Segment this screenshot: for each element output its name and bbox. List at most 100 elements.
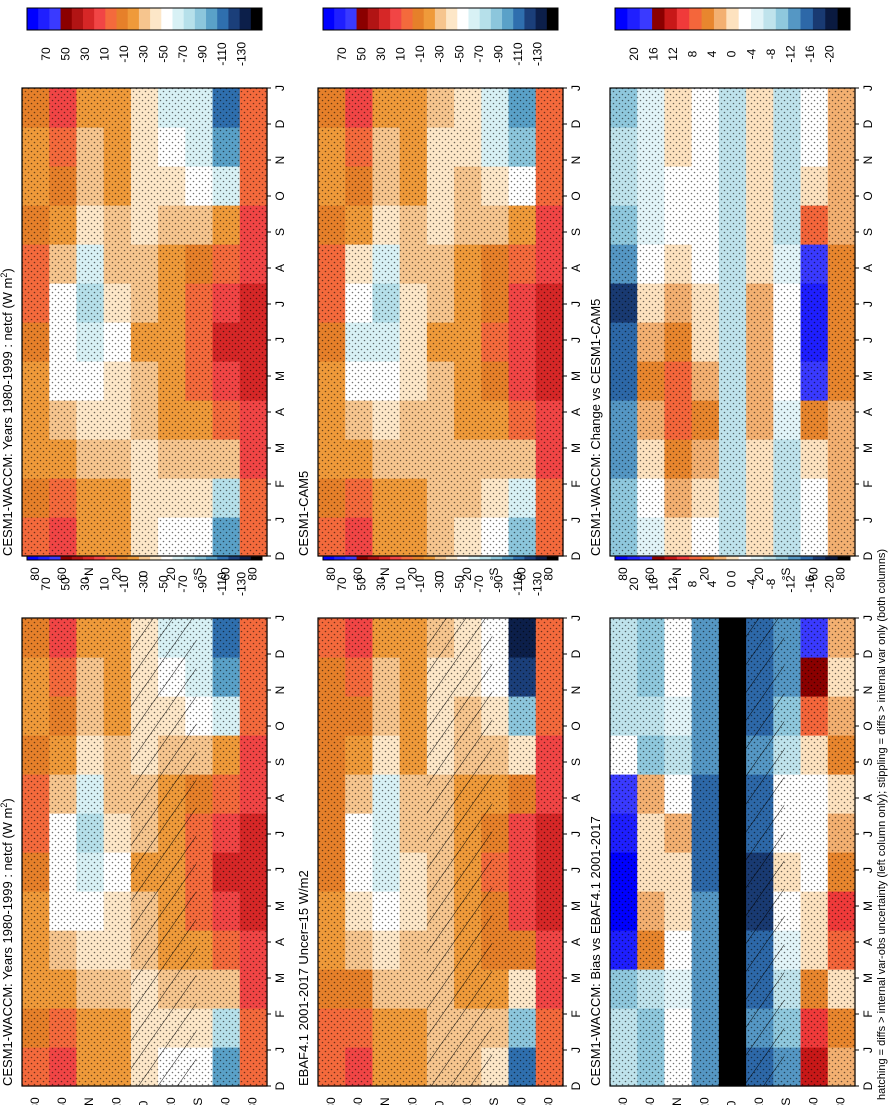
latitude-tick-label: 20 (109, 567, 123, 581)
colorbar-tick-label: -90 (195, 575, 209, 593)
month-tick-label: J (861, 85, 875, 91)
colorbar-tick-label: -30 (137, 575, 151, 593)
colorbar-swatch (490, 8, 503, 30)
colorbar-swatch (217, 8, 229, 30)
latitude-ticks: 80 60 °N 20 0 20 °S 60 80 (616, 1097, 848, 1105)
colorbar-tick-label: 12 (666, 577, 680, 591)
colorbar-tick-label: -10 (117, 45, 131, 63)
panel-title: CESM1-WACCM: Years 1980-1999 : netcf (W … (0, 798, 15, 1086)
latitude-tick-label: 20 (460, 567, 474, 581)
colorbar-swatch (627, 8, 641, 30)
month-tick-label: A (569, 264, 583, 272)
month-tick-label: J (861, 517, 875, 523)
colorbar-frame (614, 7, 851, 31)
month-tick-label: A (861, 794, 875, 802)
colorbar-swatch (457, 8, 469, 30)
colorbar-tick-label: 4 (705, 50, 719, 57)
month-tick-label: J (861, 867, 875, 873)
colorbar: 70 50 30 10 -10 -30 -50 -70 -90 -110 -130 (322, 7, 559, 66)
latitude-tick-label: °S (779, 568, 793, 581)
colorbar-swatch (94, 8, 106, 30)
latitude-tick-label: 0 (725, 1100, 739, 1105)
latitude-tick-label: °S (191, 1098, 205, 1105)
colorbar-swatch (800, 8, 814, 30)
colorbar-swatch (701, 8, 715, 30)
footer-note: hatching = diffs > internal var-obs unce… (876, 549, 888, 1100)
latitude-tick-label: °N (378, 567, 392, 580)
latitude-tick-label: 20 (164, 567, 178, 581)
hatching-overlay (130, 618, 197, 1086)
colorbar-tick-label: 50 (354, 47, 368, 61)
month-tick-label: M (861, 973, 875, 983)
month-tick-label: D (861, 649, 875, 658)
stippling-overlay (318, 88, 563, 556)
colorbar-swatch (127, 8, 140, 30)
month-tick-label: A (273, 408, 287, 416)
colorbar-frame (26, 7, 263, 31)
colorbar: 20 16 12 8 4 0 -4 -8 -12 -16 -20 (614, 7, 851, 63)
panel-title: CESM1-WACCM: Years 1980-1999 : netcf (W … (0, 268, 15, 556)
colorbar-tick-label: -12 (783, 575, 797, 593)
colorbar-tick-label: -70 (176, 45, 190, 63)
colorbar-swatch (423, 8, 436, 30)
latitude-tick-label: 20 (752, 567, 766, 581)
colorbar-swatch (323, 8, 335, 30)
month-tick-label: F (861, 1010, 875, 1017)
plot-frame (21, 87, 268, 557)
colorbar-swatch (60, 8, 73, 30)
colorbar-tick-label: 50 (354, 577, 368, 591)
colorbar-tick-label: -90 (491, 575, 505, 593)
month-tick-label: M (861, 901, 875, 911)
colorbar-swatch (502, 8, 514, 30)
month-tick-label: D (273, 1081, 287, 1090)
colorbar-swatch (788, 8, 802, 30)
panel-top-right: D J F M A M J J A S O N D J 80 60 °N 20 0 20 °S 60 80 CESM1-WAC… (0, 7, 287, 581)
colorbar-tick-label: 30 (374, 47, 388, 61)
colorbar-tick-label: 0 (725, 580, 739, 587)
month-tick-label: O (273, 191, 287, 200)
month-tick-label: N (273, 156, 287, 165)
colorbar-tick-label: -30 (433, 45, 447, 63)
colorbar-tick-label: 70 (39, 577, 53, 591)
colorbar-swatch (738, 8, 752, 30)
colorbar-tick-label: 12 (666, 47, 680, 61)
latitude-tick-label: 60 (643, 567, 657, 581)
stippling-overlay (610, 88, 855, 556)
month-tick-label: D (861, 1081, 875, 1090)
month-tick-label: J (569, 337, 583, 343)
latitude-tick-label: 20 (460, 1097, 474, 1105)
colorbar-swatch (689, 8, 703, 30)
latitude-tick-label: °N (82, 567, 96, 580)
colorbar-swatch (468, 8, 481, 30)
latitude-tick-label: 80 (834, 567, 848, 581)
colorbar: 70 50 30 10 -10 -30 -50 -70 -90 -110 -130 (26, 7, 263, 66)
month-ticks: D J F M A M J J A S O N D J (563, 615, 583, 1090)
colorbar-swatch (49, 8, 62, 30)
latitude-tick-label: 60 (514, 1097, 528, 1105)
latitude-tick-label: 60 (806, 567, 820, 581)
latitude-ticks: 80 60 °N 20 0 20 °S 60 80 (616, 567, 848, 581)
latitude-tick-label: 80 (542, 1097, 556, 1105)
colorbar-tick-label: 16 (646, 577, 660, 591)
panel-title: CESM1-WACCM: Change vs CESM1-CAM5 (588, 299, 603, 556)
colorbar-tick-label: -70 (176, 575, 190, 593)
month-ticks: D J F M A M J J A S O N D J (855, 615, 875, 1090)
latitude-tick-label: 20 (109, 1097, 123, 1105)
colorbar-swatch (639, 8, 653, 30)
colorbar-tick-label: 16 (646, 47, 660, 61)
latitude-tick-label: 20 (697, 1097, 711, 1105)
latitude-tick-label: 80 (246, 1097, 260, 1105)
colorbar-tick-label: -50 (452, 575, 466, 593)
latitude-tick-label: 20 (697, 567, 711, 581)
latitude-tick-label: °N (670, 567, 684, 580)
colorbar-swatch (401, 8, 414, 30)
month-tick-label: J (569, 517, 583, 523)
month-tick-label: F (273, 480, 287, 487)
plot-frame (317, 87, 564, 557)
colorbar-tick-label: 10 (98, 47, 112, 61)
colorbar-tick-label: -8 (764, 48, 778, 59)
stippling-overlay (22, 88, 267, 556)
colorbar-swatch (138, 8, 151, 30)
month-tick-label: J (861, 831, 875, 837)
colorbar-swatch (479, 8, 492, 30)
